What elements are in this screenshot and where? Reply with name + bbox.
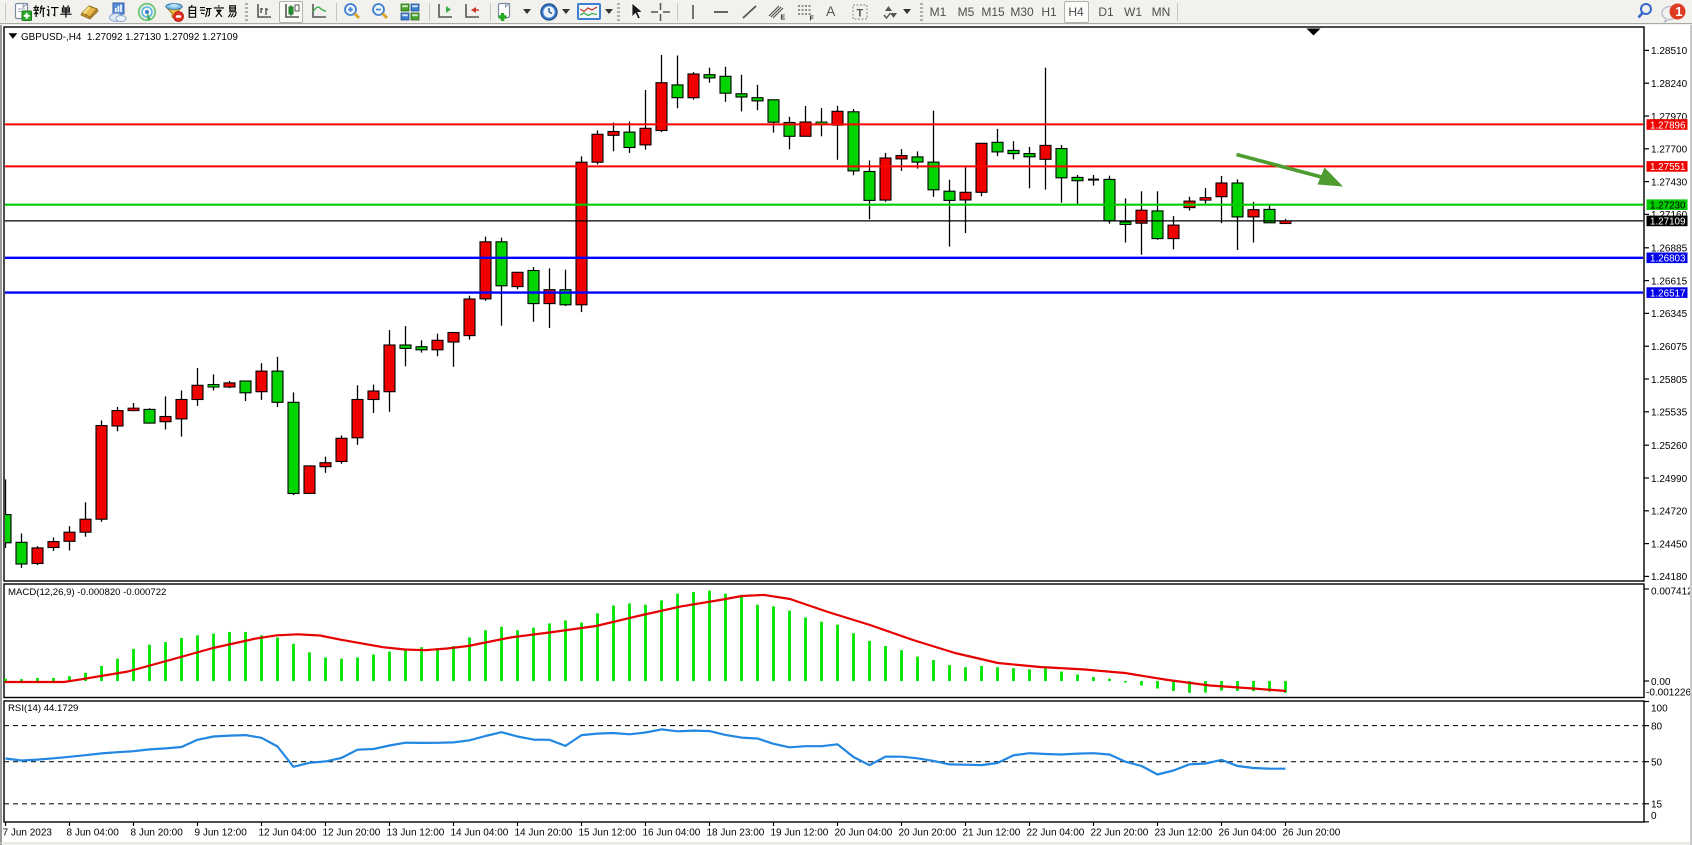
svg-text:26 Jun 04:00: 26 Jun 04:00	[1219, 827, 1277, 838]
svg-text:0.00: 0.00	[1651, 677, 1671, 688]
svg-text:1.27970: 1.27970	[1651, 112, 1688, 123]
svg-text:T: T	[857, 8, 864, 20]
svg-text:26 Jun 20:00: 26 Jun 20:00	[1283, 827, 1341, 838]
svg-text:1.27430: 1.27430	[1651, 177, 1688, 188]
svg-text:E: E	[781, 15, 786, 22]
svg-text:1.24990: 1.24990	[1651, 474, 1688, 485]
svg-text:19 Jun 12:00: 19 Jun 12:00	[771, 827, 829, 838]
svg-text:100: 100	[1651, 703, 1668, 714]
svg-text:16 Jun 04:00: 16 Jun 04:00	[643, 827, 701, 838]
svg-text:1.25805: 1.25805	[1651, 375, 1688, 386]
svg-text:15: 15	[1651, 800, 1663, 811]
svg-text:1.25260: 1.25260	[1651, 441, 1688, 452]
svg-text:1.26075: 1.26075	[1651, 342, 1688, 353]
svg-text:1.27896: 1.27896	[1650, 120, 1686, 131]
svg-text:1.26803: 1.26803	[1650, 254, 1686, 265]
svg-text:14 Jun 20:00: 14 Jun 20:00	[515, 827, 573, 838]
svg-text:8 Jun 20:00: 8 Jun 20:00	[131, 827, 184, 838]
svg-text:0: 0	[1651, 811, 1657, 822]
svg-text:0.007412: 0.007412	[1651, 586, 1692, 597]
svg-text:9 Jun 12:00: 9 Jun 12:00	[195, 827, 248, 838]
svg-text:-0.001226: -0.001226	[1646, 687, 1691, 698]
svg-text:1.26885: 1.26885	[1651, 244, 1688, 255]
svg-text:F: F	[810, 16, 815, 22]
svg-text:50: 50	[1651, 758, 1663, 769]
svg-text:21 Jun 12:00: 21 Jun 12:00	[963, 827, 1021, 838]
svg-text:1.26615: 1.26615	[1651, 276, 1688, 287]
svg-text:1.27230: 1.27230	[1650, 201, 1686, 212]
svg-text:1.27551: 1.27551	[1650, 162, 1685, 173]
svg-text:1.28510: 1.28510	[1651, 46, 1688, 57]
svg-text:1.26345: 1.26345	[1651, 309, 1688, 320]
svg-text:8 Jun 04:00: 8 Jun 04:00	[67, 827, 120, 838]
svg-text:1.27109: 1.27109	[1650, 217, 1685, 228]
svg-text:12 Jun 04:00: 12 Jun 04:00	[259, 827, 317, 838]
svg-text:GBPUSD-,H4 1.27092 1.27130 1.: GBPUSD-,H4 1.27092 1.27130 1.27092 1.271…	[21, 32, 238, 43]
svg-text:18 Jun 23:00: 18 Jun 23:00	[707, 827, 765, 838]
svg-text:7 Jun 2023: 7 Jun 2023	[3, 827, 53, 838]
svg-text:1.26517: 1.26517	[1650, 288, 1685, 299]
svg-text:80: 80	[1651, 721, 1663, 732]
svg-text:MACD(12,26,9) -0.000820 -0.000: MACD(12,26,9) -0.000820 -0.000722	[8, 587, 166, 598]
svg-text:23 Jun 12:00: 23 Jun 12:00	[1155, 827, 1213, 838]
svg-text:1.24180: 1.24180	[1651, 572, 1688, 583]
svg-text:20 Jun 20:00: 20 Jun 20:00	[899, 827, 957, 838]
svg-text:14 Jun 04:00: 14 Jun 04:00	[451, 827, 509, 838]
svg-text:1.24450: 1.24450	[1651, 539, 1688, 550]
svg-text:1.24720: 1.24720	[1651, 507, 1688, 518]
svg-text:1: 1	[1675, 4, 1682, 19]
svg-text:1.25535: 1.25535	[1651, 408, 1688, 419]
svg-text:12 Jun 20:00: 12 Jun 20:00	[323, 827, 381, 838]
svg-text:1.27700: 1.27700	[1651, 145, 1688, 156]
svg-text:22 Jun 04:00: 22 Jun 04:00	[1027, 827, 1085, 838]
svg-text:13 Jun 12:00: 13 Jun 12:00	[387, 827, 445, 838]
svg-text:RSI(14) 44.1729: RSI(14) 44.1729	[8, 703, 78, 714]
svg-text:15 Jun 12:00: 15 Jun 12:00	[579, 827, 637, 838]
svg-text:1.28240: 1.28240	[1651, 79, 1688, 90]
svg-text:22 Jun 20:00: 22 Jun 20:00	[1091, 827, 1149, 838]
svg-text:20 Jun 04:00: 20 Jun 04:00	[835, 827, 893, 838]
